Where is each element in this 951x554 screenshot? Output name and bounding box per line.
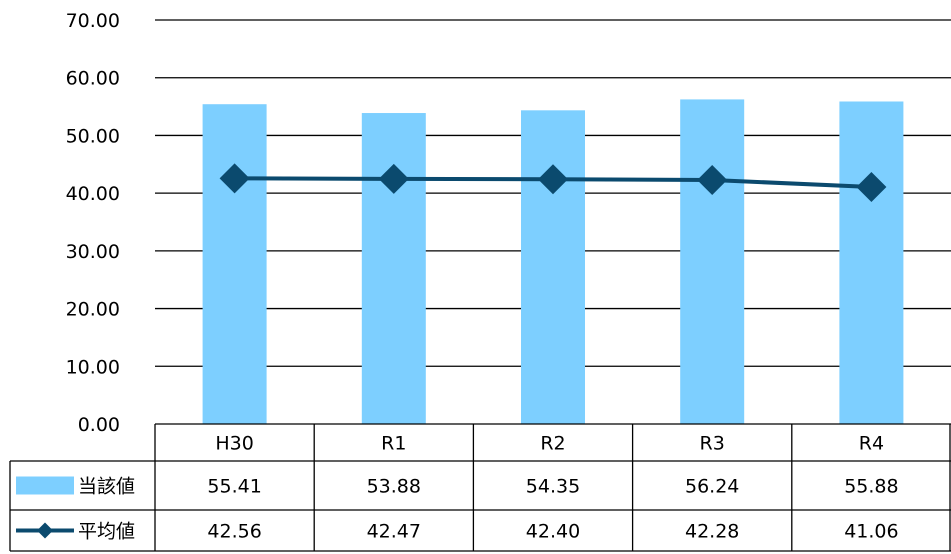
legend-bar-swatch [16, 476, 74, 495]
legend-diamond-swatch [37, 522, 53, 539]
legend-label: 平均値 [78, 521, 135, 543]
y-tick-label: 10.00 [66, 356, 120, 378]
data-label: 42.28 [685, 521, 739, 543]
average-point [378, 163, 409, 194]
y-tick-label: 40.00 [66, 183, 120, 205]
data-label: 42.47 [367, 521, 421, 543]
bars [202, 99, 904, 425]
average-point [856, 172, 887, 203]
x-tick-label: R3 [700, 433, 725, 455]
x-tick-label: H30 [215, 433, 253, 455]
y-tick-label: 30.00 [66, 241, 120, 263]
data-label: 42.56 [207, 521, 261, 543]
data-label: 41.06 [844, 521, 898, 543]
data-label: 55.88 [844, 476, 898, 498]
x-tick-label: R4 [859, 433, 884, 455]
y-tick-label: 0.00 [78, 414, 120, 436]
legend-label: 当該値 [78, 476, 135, 498]
average-point [697, 164, 728, 195]
bar [839, 101, 904, 425]
bar [361, 113, 426, 424]
data-label: 42.40 [526, 521, 580, 543]
data-label: 54.35 [526, 476, 580, 498]
data-table: H30 R1 R2 R3 R4 当該値 55.41 53.88 54.35 56.24 55.88 平… [9, 423, 951, 552]
bar [521, 110, 585, 424]
data-label: 56.24 [685, 476, 739, 498]
y-axis-labels: 0.00 10.00 20.00 30.00 40.00 50.00 60.00 70.00 [66, 10, 120, 436]
data-label: 55.41 [207, 476, 261, 498]
average-point [219, 163, 250, 194]
y-tick-label: 20.00 [66, 299, 120, 321]
bar [202, 104, 267, 424]
x-tick-label: R2 [540, 433, 565, 455]
x-tick-label: R1 [381, 433, 406, 455]
average-point [538, 164, 568, 195]
y-tick-label: 70.00 [66, 10, 120, 32]
data-label: 53.88 [367, 476, 421, 498]
y-tick-label: 60.00 [66, 68, 120, 90]
average-line [219, 163, 887, 203]
y-tick-label: 50.00 [66, 125, 120, 147]
bar [680, 99, 745, 424]
